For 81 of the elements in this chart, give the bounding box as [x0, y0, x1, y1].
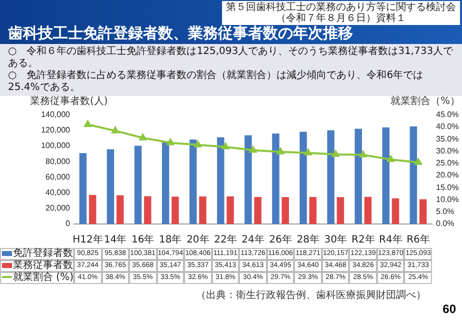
bar [79, 153, 87, 224]
text: ○ 免許登録者数に占める業務従事者数の割合（就業割合）は減少傾向であり、令和6年では25.4%である。 [8, 70, 424, 94]
y2-tick-label: 15.0% [436, 182, 459, 192]
bar [226, 196, 234, 224]
bar [116, 195, 124, 224]
y2-tick-label: 10.0% [436, 194, 459, 204]
x-tick-label: 14年 [104, 234, 127, 246]
y-tick-label: 20,000 [46, 204, 71, 213]
bar [254, 197, 262, 224]
x-tick-label: R4年 [379, 234, 402, 246]
bar [199, 196, 206, 224]
point [304, 148, 312, 156]
y-tick-label: 140,000 [41, 110, 71, 120]
y2-tick-label: 40.0% [436, 122, 459, 132]
point [84, 120, 92, 128]
x-tick-label: 26年 [269, 234, 292, 246]
point [222, 142, 230, 150]
y2-tick-label: 45.0% [436, 110, 459, 120]
point [332, 150, 340, 157]
text: 60 [442, 302, 456, 316]
x-tick-label: H12年 [72, 234, 103, 246]
legend-label: 業務従事者数 [0, 260, 74, 272]
text: （出典：衛生行政報告例、歯科医療振興財団調べ） [196, 288, 426, 302]
bar [354, 128, 362, 224]
y-axis-title: 業務従事者数(人) [30, 94, 108, 108]
y2-tick-label: 35.0% [436, 134, 459, 144]
point [249, 146, 257, 153]
y-tick-label: 60,000 [46, 172, 71, 182]
legend-label: 就業割合 (%) [0, 272, 74, 284]
x-tick-label: 22年 [214, 234, 237, 246]
point [414, 158, 422, 165]
bar [134, 146, 142, 224]
bar [217, 137, 224, 224]
bar [244, 135, 252, 224]
bar [419, 199, 427, 224]
bar [172, 196, 179, 224]
bar [300, 132, 307, 224]
y-tick-label: 40,000 [46, 188, 71, 198]
x-tick-label: R2年 [352, 234, 375, 246]
bar [410, 126, 418, 224]
point [166, 138, 174, 146]
bar [364, 196, 372, 224]
x-tick-label: 24年 [242, 234, 264, 246]
y-tick-label: 80,000 [46, 156, 71, 166]
point [276, 148, 284, 154]
chart-title: 歯科技工士免許登録者数、業務従事者数の年次推移 [8, 24, 353, 43]
y2-axis-title: 就業割合（%） [390, 94, 460, 108]
y2-tick-label: 25.0% [436, 158, 459, 168]
x-tick-label: 28年 [296, 234, 320, 246]
bar [327, 130, 334, 224]
x-tick-label: 30年 [324, 234, 347, 246]
y2-tick-label: 5.0% [436, 207, 454, 216]
point [139, 134, 146, 140]
y-tick-label: 0 [66, 219, 71, 228]
legend-label: 免許登録者数 [0, 248, 74, 260]
bar [189, 139, 197, 224]
text: ○ 令和６年の歯科技工士免許登録者数は125,093人であり、そのうち業務従事者数は31,733人である。 [8, 46, 454, 70]
x-tick-label: 16年 [131, 234, 154, 246]
bar [88, 194, 96, 224]
x-tick-label: 20年 [186, 234, 210, 246]
y-tick-label: 120,000 [41, 126, 71, 135]
bar [382, 127, 390, 224]
y-tick-label: 100,000 [41, 141, 71, 150]
y2-tick-label: 0.0% [436, 219, 454, 228]
bar [106, 149, 114, 224]
point [360, 150, 367, 158]
bar [272, 134, 280, 224]
bar [336, 197, 344, 224]
point [112, 126, 119, 134]
text: 第５回歯科技工士の業務のあり方等に関する検討会（令和７年８月６日）資料１ [222, 1, 460, 25]
x-tick-label: R6年 [406, 234, 430, 246]
bar [309, 196, 317, 224]
y2-tick-label: 30.0% [436, 146, 459, 156]
bar [144, 196, 152, 224]
bar [162, 142, 170, 224]
y2-tick-label: 20.0% [436, 170, 459, 180]
bar [392, 198, 400, 224]
point [387, 155, 394, 162]
x-tick-label: 18年 [159, 234, 182, 246]
bar [282, 197, 289, 224]
point [194, 140, 202, 148]
